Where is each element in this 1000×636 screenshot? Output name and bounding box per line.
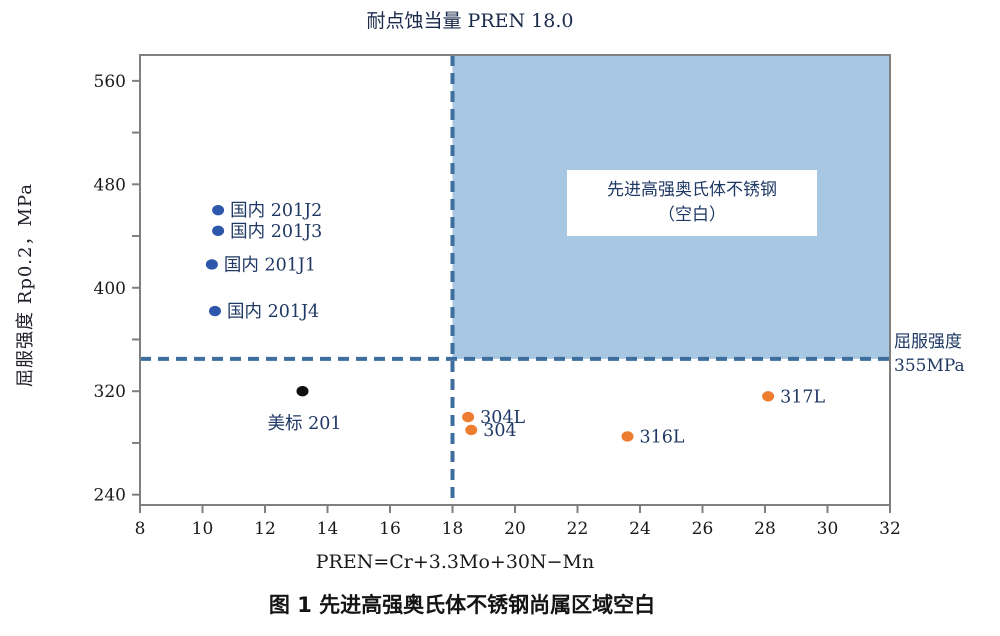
y-tick-label: 480 (94, 175, 126, 195)
y-tick-label: 400 (94, 279, 126, 299)
reference-lines-layer (140, 55, 890, 505)
yield-strength-threshold-label-line1: 屈服强度 (894, 332, 962, 352)
blank-region-annotation-line2: （空白） (658, 205, 726, 225)
x-tick-label: 32 (879, 519, 901, 539)
data-point (212, 225, 225, 237)
yield-strength-threshold-label-line2: 355MPa (894, 356, 965, 376)
data-point-label: 316L (640, 427, 685, 447)
data-point (209, 305, 221, 317)
x-tick-label: 8 (135, 519, 146, 539)
yield-strength-threshold-label: 屈服强度 355MPa (894, 330, 965, 378)
y-tick-label: 240 (94, 486, 126, 506)
blank-region-annotation: 先进高强奥氏体不锈钢 （空白） (567, 170, 817, 236)
data-point (465, 424, 478, 436)
data-point (296, 386, 309, 397)
data-point-label: 304L (480, 408, 525, 428)
x-tick-label: 10 (192, 519, 214, 539)
data-point (762, 391, 775, 402)
data-point (462, 411, 475, 423)
data-point-label: 国内 201J3 (230, 222, 322, 242)
x-tick-label: 16 (379, 519, 401, 539)
data-point (212, 204, 225, 216)
x-tick-label: 14 (317, 519, 339, 539)
y-tick-label: 560 (94, 72, 126, 92)
chart-title: 耐点蚀当量 PREN 18.0 (366, 10, 574, 32)
x-axis-label: PREN=Cr+3.3Mo+30N−Mn (315, 551, 595, 573)
data-point-label: 美标 201 (268, 414, 342, 434)
x-tick-label: 20 (504, 519, 526, 539)
data-point (621, 431, 634, 442)
figure-caption: 图 1 先进高强奥氏体不锈钢尚属区域空白 (268, 593, 656, 617)
y-axis-label: 屈服强度 Rp0.2，MPa (15, 183, 36, 387)
blank-region-annotation-line1: 先进高强奥氏体不锈钢 (607, 180, 777, 200)
data-point-label: 304 (483, 421, 516, 441)
axis-ticks-layer: 8 10 12 14 16 18 20 22 24 26 28 30 32 240 320 400 480 560 (94, 72, 901, 539)
data-point-label: 国内 201J4 (227, 302, 319, 322)
x-tick-label: 18 (442, 519, 464, 539)
x-tick-label: 28 (754, 519, 776, 539)
x-tick-label: 26 (692, 519, 714, 539)
data-point (205, 259, 218, 270)
y-tick-label: 320 (94, 382, 126, 402)
x-tick-label: 12 (254, 519, 276, 539)
data-point-label: 国内 201J1 (224, 255, 316, 275)
x-tick-label: 24 (629, 519, 651, 539)
x-tick-label: 22 (567, 519, 589, 539)
x-tick-label: 30 (817, 519, 839, 539)
data-point-label: 国内 201J2 (230, 201, 322, 221)
data-point-label: 317L (780, 387, 825, 407)
